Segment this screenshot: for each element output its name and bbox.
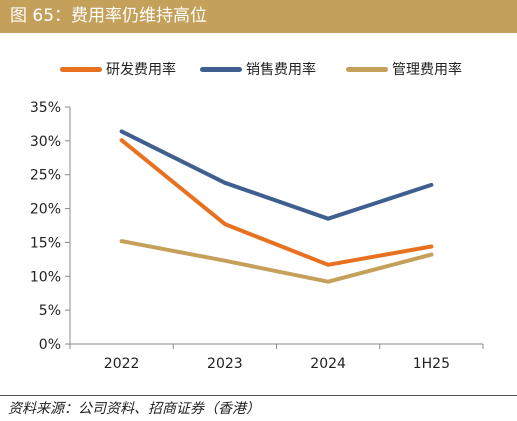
y-tick-label: 20%: [30, 202, 61, 218]
series-line-0: [119, 138, 434, 267]
y-tick-label: 15%: [30, 235, 61, 251]
series-line-1: [119, 129, 434, 221]
figure-title: 图 65：费用率仍维持高位: [10, 6, 208, 26]
legend-label-admin: 管理费用率: [392, 62, 462, 78]
chart-legend: 研发费用率 销售费用率 管理费用率: [0, 58, 517, 80]
legend-item-sales: 销售费用率: [200, 58, 316, 80]
y-tick-label: 25%: [30, 168, 61, 184]
y-tick-label: 35%: [30, 100, 61, 116]
source-text: 资料来源：公司资料、招商证券（香港）: [8, 401, 260, 417]
legend-swatch-sales: [200, 66, 242, 72]
x-tick-label: 2022: [104, 356, 140, 372]
legend-item-rd: 研发费用率: [60, 58, 176, 80]
series-line-2: [119, 239, 434, 284]
y-tick-label: 5%: [39, 303, 61, 319]
legend-item-admin: 管理费用率: [346, 58, 462, 80]
source-footer: 资料来源：公司资料、招商证券（香港）: [0, 395, 517, 421]
x-tick-label: 1H25: [413, 356, 450, 372]
figure-header: 图 65：费用率仍维持高位: [0, 0, 517, 33]
x-tick-label: 2024: [310, 356, 346, 372]
legend-swatch-admin: [346, 66, 388, 72]
legend-swatch-rd: [60, 66, 102, 72]
y-tick-label: 0%: [39, 337, 61, 353]
legend-label-sales: 销售费用率: [246, 62, 316, 78]
y-tick-label: 30%: [30, 134, 61, 150]
y-tick-label: 10%: [30, 269, 61, 285]
line-chart: 0% 5% 10% 15% 20% 25% 30% 35% 2022 2023 2024 1H25: [30, 100, 484, 372]
x-tick-label: 2023: [207, 356, 243, 372]
legend-label-rd: 研发费用率: [106, 62, 176, 78]
